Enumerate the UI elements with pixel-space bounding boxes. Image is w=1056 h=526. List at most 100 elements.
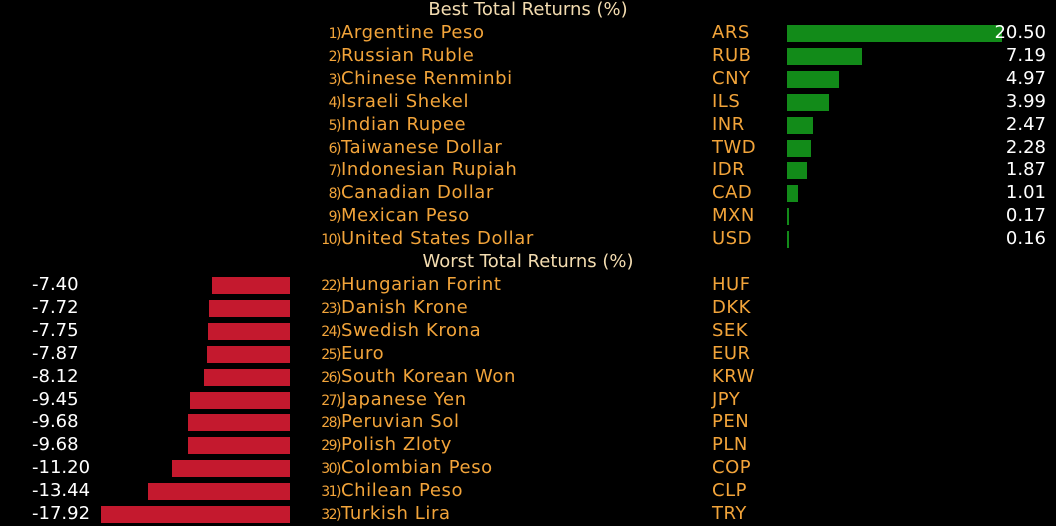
rank-label: 30)	[321, 461, 341, 478]
bar-mark	[204, 368, 290, 386]
value-label: 2.47	[1005, 113, 1046, 135]
currency-code: HUF	[712, 274, 751, 295]
currency-name: Mexican Peso	[341, 205, 470, 227]
currency-code: PLN	[712, 434, 748, 456]
currency-code: INR	[712, 113, 745, 135]
currency-name: Hungarian Forint	[341, 274, 502, 295]
value-label: 0.17	[1005, 205, 1046, 227]
rank-label: 8)	[328, 186, 342, 203]
currency-code: ILS	[712, 90, 741, 112]
worst-row: -7.72 23) Danish Krone DKK	[0, 297, 1056, 320]
best-row: 7) Indonesian Rupiah IDR 1.87	[0, 159, 1056, 182]
bar-mark	[208, 299, 290, 317]
best-row: 10) United States Dollar USD 0.16	[0, 228, 1056, 251]
worst-row: -9.68 28) Peruvian Sol PEN	[0, 411, 1056, 434]
currency-code: TWD	[712, 136, 757, 158]
currency-code: IDR	[712, 159, 746, 181]
worst-row: -13.44 31) Chilean Peso CLP	[0, 480, 1056, 503]
bar-mark	[211, 277, 290, 294]
best-row: 2) Russian Ruble RUB 7.19	[0, 45, 1056, 68]
currency-name: United States Dollar	[341, 228, 534, 250]
value-label: 4.97	[1005, 67, 1046, 89]
currency-code: COP	[712, 457, 752, 479]
rank-label: 25)	[321, 346, 341, 363]
value-label: -11.20	[32, 457, 91, 479]
value-label: 20.50	[994, 22, 1046, 43]
currency-name: Canadian Dollar	[341, 182, 494, 204]
worst-returns-title: Worst Total Returns (%)	[422, 251, 634, 272]
rank-label: 6)	[328, 140, 342, 157]
value-label: 2.28	[1005, 136, 1046, 158]
worst-row: -9.68 29) Polish Zloty PLN	[0, 434, 1056, 457]
bar-mark	[787, 185, 798, 203]
worst-row: -9.45 27) Japanese Yen JPY	[0, 389, 1056, 412]
rank-label: 7)	[328, 163, 342, 180]
currency-code: KRW	[712, 365, 755, 387]
currency-code: SEK	[712, 319, 749, 341]
currency-name: Indian Rupee	[341, 113, 467, 135]
bar-mark	[101, 506, 290, 523]
bar-mark	[187, 414, 290, 432]
worst-row: -7.87 25) Euro EUR	[0, 343, 1056, 366]
currency-name: Indonesian Rupiah	[341, 159, 518, 181]
best-row: 8) Canadian Dollar CAD 1.01	[0, 182, 1056, 205]
bar-mark	[787, 93, 829, 111]
value-label: -7.75	[32, 319, 79, 341]
rank-label: 10)	[321, 232, 341, 249]
bar-mark	[171, 460, 290, 478]
currency-name: Peruvian Sol	[341, 411, 460, 433]
best-row: 3) Chinese Renminbi CNY 4.97	[0, 68, 1056, 91]
currency-code: CNY	[712, 67, 751, 89]
currency-code: PEN	[712, 411, 750, 433]
best-row: 5) Indian Rupee INR 2.47	[0, 114, 1056, 137]
value-label: -17.92	[32, 503, 91, 524]
rank-label: 24)	[321, 323, 341, 340]
bar-mark	[787, 25, 1002, 42]
currency-name: Colombian Peso	[341, 457, 493, 479]
currency-name: South Korean Won	[341, 365, 516, 387]
rank-label: 27)	[321, 392, 341, 409]
currency-code: CAD	[712, 182, 753, 204]
currency-name: Russian Ruble	[341, 44, 475, 66]
currency-name: Swedish Krona	[341, 319, 482, 341]
bar-mark	[206, 345, 290, 363]
value-label: 1.01	[1005, 182, 1046, 204]
rank-label: 29)	[321, 438, 341, 455]
best-row: 4) Israeli Shekel ILS 3.99	[0, 91, 1056, 114]
rank-label: 2)	[328, 48, 342, 65]
currency-name: Turkish Lira	[341, 503, 451, 524]
currency-name: Polish Zloty	[341, 434, 452, 456]
worst-row: -7.75 24) Swedish Krona SEK	[0, 320, 1056, 343]
rank-label: 1)	[328, 26, 342, 42]
currency-code: EUR	[712, 342, 751, 364]
rank-label: 28)	[321, 415, 341, 432]
value-label: 0.16	[1005, 228, 1046, 250]
currency-code: USD	[712, 228, 752, 250]
value-label: 1.87	[1005, 159, 1046, 181]
best-row: 6) Taiwanese Dollar TWD 2.28	[0, 137, 1056, 160]
bar-mark	[787, 47, 863, 65]
rank-label: 26)	[321, 369, 341, 386]
currency-code: ARS	[712, 22, 750, 43]
bar-mark	[787, 70, 840, 88]
currency-code: CLP	[712, 480, 747, 502]
rank-label: 23)	[321, 300, 341, 317]
value-label: -7.72	[32, 296, 79, 318]
bar-mark	[787, 208, 789, 226]
value-label: 3.99	[1005, 90, 1046, 112]
rank-label: 4)	[328, 94, 342, 111]
rank-label: 3)	[328, 71, 342, 88]
rank-label: 31)	[321, 484, 341, 501]
value-label: -7.87	[32, 342, 79, 364]
bar-mark	[148, 483, 290, 501]
bar-mark	[187, 437, 290, 455]
bar-mark	[787, 116, 813, 134]
value-label: -8.12	[32, 365, 79, 387]
currency-name: Chinese Renminbi	[341, 67, 513, 89]
currency-code: TRY	[712, 503, 747, 524]
bar-mark	[787, 231, 789, 249]
bar-mark	[787, 139, 811, 157]
value-label: -9.68	[32, 411, 79, 433]
value-label: -9.68	[32, 434, 79, 456]
value-label: -7.40	[32, 274, 79, 295]
